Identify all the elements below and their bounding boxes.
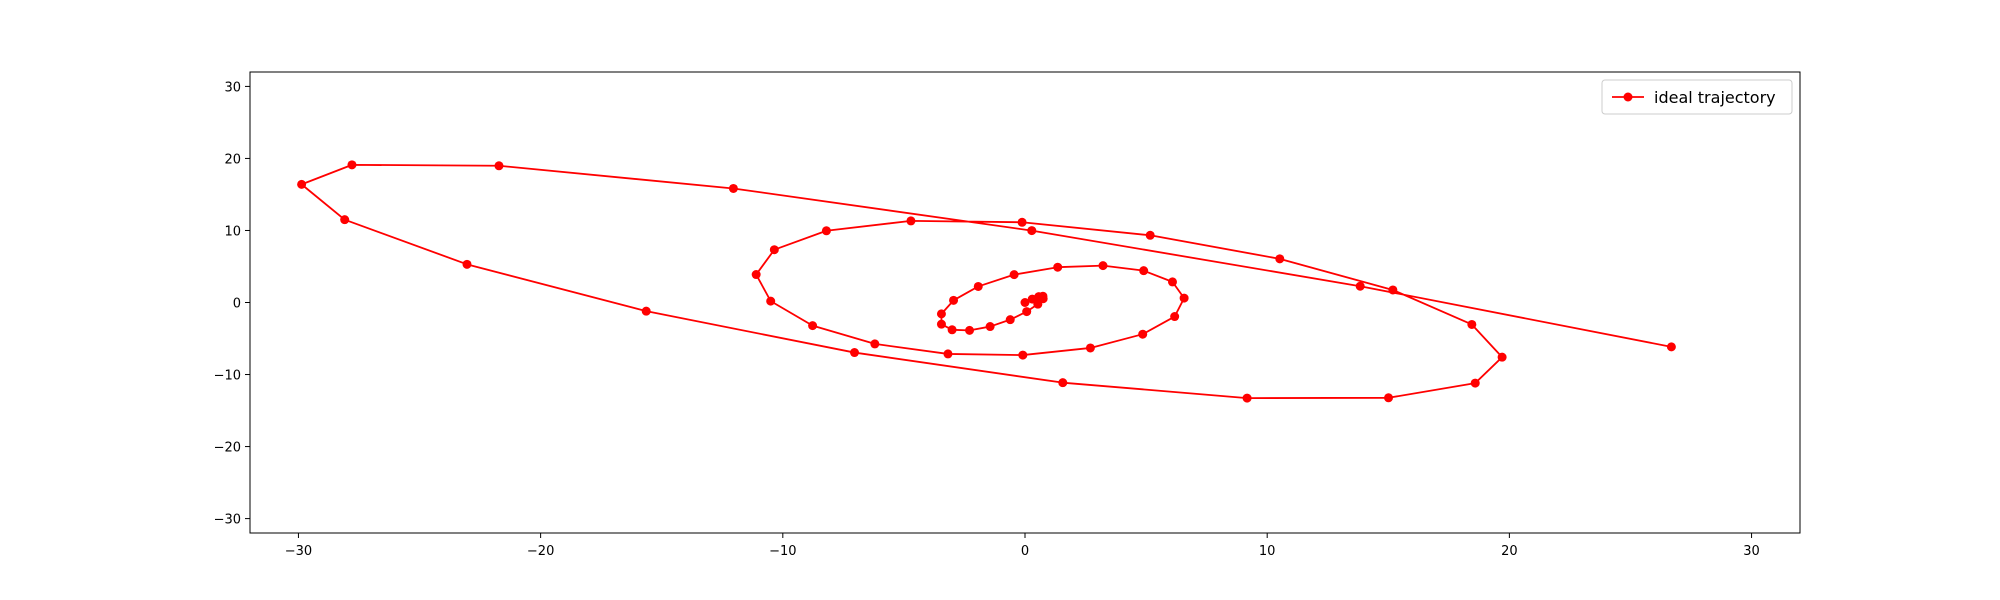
x-tick-label: 30 [1743,544,1760,559]
data-point [1242,393,1252,403]
data-point [462,259,472,269]
data-point [1275,254,1285,264]
data-point [936,319,946,329]
x-tick-label: −30 [285,544,312,559]
data-point [769,245,779,255]
data-point [808,321,818,331]
data-point [1053,262,1063,272]
axes: −30 −20 −10 0 10 20 30 −30 −20 −10 0 10 20 30 [214,71,1801,559]
data-point [1020,298,1030,307]
data-point [1170,312,1180,322]
data-point [965,325,975,335]
x-tick-label: 0 [1021,544,1029,559]
data-point [1098,261,1108,271]
data-point [1145,230,1155,240]
y-tick-label: 10 [224,224,241,239]
y-tick-label: 30 [224,80,241,95]
data-point [1355,281,1365,291]
data-point [297,179,307,189]
data-point [821,226,831,236]
data-point [985,322,995,332]
data-point [641,306,651,316]
data-point [973,281,983,291]
data-point [1058,378,1068,388]
data-point [1009,270,1019,280]
data-point [1388,285,1398,295]
data-point [494,161,504,171]
data-point [1138,329,1148,339]
x-tick-label: −20 [527,544,554,559]
data-point [943,349,953,359]
data-point [1467,319,1477,329]
data-point [1018,350,1028,360]
data-point [1384,393,1394,403]
data-point [1167,277,1177,287]
y-tick-label: 0 [233,297,241,312]
data-point [949,295,959,305]
data-point [850,348,859,358]
data-point [1005,315,1015,325]
data-point [1022,307,1032,317]
data-point [1179,293,1189,303]
data-point [766,296,776,306]
data-point [1027,226,1037,236]
data-point [1497,352,1507,362]
data-point [1666,342,1676,352]
y-tick-label: −30 [214,513,241,528]
x-tick-label: 10 [1259,544,1276,559]
legend-box [1601,79,1793,115]
legend: ideal trajectory [1601,79,1793,115]
data-point [340,215,350,225]
y-tick-label: −10 [214,369,241,384]
x-tick-label: 20 [1501,544,1518,559]
y-tick-label: −20 [214,441,241,456]
x-tick-label: −10 [769,544,796,559]
legend-label: ideal trajectory [1654,88,1776,107]
data-point [947,325,957,335]
data-point [347,160,357,170]
plot-layer [297,160,1676,403]
data-point [1085,343,1095,353]
data-point [906,216,916,226]
legend-marker [1623,92,1633,102]
data-point [1139,266,1149,276]
data-point [1033,299,1043,309]
data-point [728,183,738,193]
y-tick-label: 20 [224,152,241,167]
data-point [1017,217,1027,227]
data-point [870,339,880,349]
data-point [751,270,761,280]
data-point [936,309,946,319]
data-point [1470,378,1480,388]
